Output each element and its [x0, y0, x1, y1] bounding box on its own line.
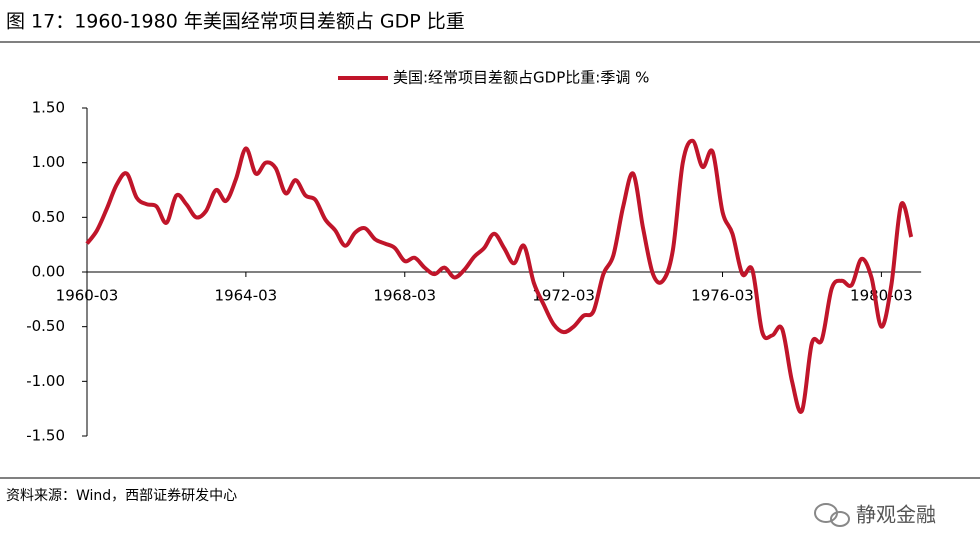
x-tick-label: 1980-03	[850, 287, 913, 305]
x-tick-label: 1976-03	[691, 287, 754, 305]
series-line	[85, 138, 914, 414]
x-tick-label: 1972-03	[532, 287, 595, 305]
watermark-icon	[814, 503, 850, 527]
y-tick-label: 1.00	[32, 153, 65, 171]
y-tick-label: 0.00	[32, 263, 65, 281]
y-tick-label: 1.50	[32, 99, 65, 117]
y-tick-label: 0.50	[32, 208, 65, 226]
y-tick-label: -1.50	[26, 427, 65, 445]
chart-title: 图 17：1960-1980 年美国经常项目差额占 GDP 比重	[6, 11, 465, 33]
y-tick-label: -1.00	[26, 372, 65, 390]
legend-label: 美国:经常项目差额占GDP比重:季调 %	[393, 69, 649, 87]
watermark: 静观金融	[856, 503, 936, 527]
x-tick-label: 1968-03	[373, 287, 436, 305]
x-tick-label: 1964-03	[215, 287, 278, 305]
y-tick-label: -0.50	[26, 317, 65, 335]
source: 资料来源：Wind，西部证券研发中心	[6, 488, 237, 504]
x-tick-label: 1960-03	[56, 287, 119, 305]
